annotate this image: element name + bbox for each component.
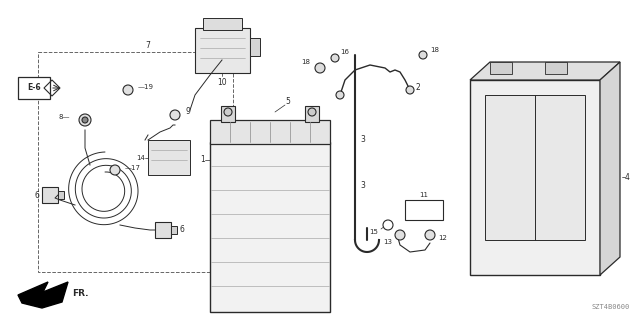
Bar	[485, 95, 585, 240]
Bar	[250, 38, 260, 56]
Bar	[18, 77, 50, 99]
Circle shape	[79, 114, 91, 126]
Circle shape	[315, 63, 325, 73]
Text: 15: 15	[369, 229, 378, 235]
Bar	[148, 140, 190, 175]
Text: 12: 12	[438, 235, 447, 241]
Text: FR.: FR.	[72, 288, 88, 298]
Bar	[490, 62, 512, 74]
Text: 18: 18	[430, 47, 439, 53]
Text: 5: 5	[285, 98, 290, 107]
Text: 6: 6	[34, 190, 39, 199]
Text: 3: 3	[360, 181, 365, 189]
Bar	[171, 226, 177, 234]
Text: 13: 13	[383, 239, 392, 245]
Circle shape	[308, 108, 316, 116]
Text: 3: 3	[360, 136, 365, 145]
Circle shape	[406, 86, 414, 94]
Polygon shape	[18, 282, 68, 308]
Text: 9: 9	[185, 108, 190, 116]
Bar	[221, 106, 235, 122]
Circle shape	[123, 85, 133, 95]
Text: 1: 1	[200, 155, 205, 165]
Bar	[203, 18, 242, 30]
Text: 16: 16	[340, 49, 349, 55]
Text: 7: 7	[145, 41, 150, 50]
Text: —19: —19	[138, 84, 154, 90]
Text: 6: 6	[180, 226, 185, 234]
Text: 2: 2	[415, 84, 420, 93]
Circle shape	[170, 110, 180, 120]
Text: 10: 10	[217, 78, 227, 87]
Bar	[305, 106, 319, 122]
Bar	[545, 62, 567, 74]
Text: 8—: 8—	[58, 114, 70, 120]
Bar	[470, 80, 600, 275]
Bar	[38, 52, 233, 272]
Circle shape	[82, 117, 88, 123]
Circle shape	[110, 165, 120, 175]
Circle shape	[224, 108, 232, 116]
Circle shape	[331, 54, 339, 62]
Bar	[58, 191, 64, 199]
Circle shape	[419, 51, 427, 59]
Circle shape	[395, 230, 405, 240]
Text: 11: 11	[419, 192, 429, 198]
Text: 4: 4	[625, 173, 630, 182]
Text: 14: 14	[136, 155, 145, 161]
Bar	[195, 28, 250, 73]
Bar	[210, 142, 330, 312]
Polygon shape	[600, 62, 620, 275]
Text: SZT4B0600: SZT4B0600	[592, 304, 630, 310]
Circle shape	[425, 230, 435, 240]
Bar	[42, 187, 58, 203]
Circle shape	[383, 220, 393, 230]
Bar	[210, 120, 330, 144]
Text: —17: —17	[125, 165, 141, 171]
Polygon shape	[470, 62, 620, 80]
Text: E-6: E-6	[27, 84, 41, 93]
Bar	[155, 222, 171, 238]
Bar	[405, 200, 443, 220]
Circle shape	[336, 91, 344, 99]
Text: 18: 18	[301, 59, 310, 65]
